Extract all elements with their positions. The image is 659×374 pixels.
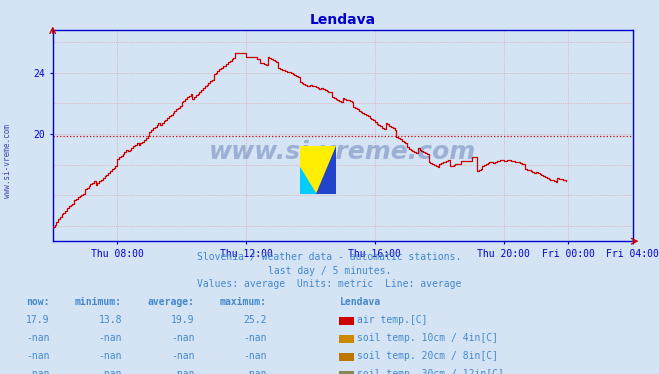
Text: -nan: -nan [171, 369, 194, 374]
Text: 19.9: 19.9 [171, 315, 194, 325]
Text: soil temp. 20cm / 8in[C]: soil temp. 20cm / 8in[C] [357, 351, 498, 361]
Text: -nan: -nan [171, 333, 194, 343]
Text: -nan: -nan [26, 333, 49, 343]
Text: Slovenia / weather data - automatic stations.: Slovenia / weather data - automatic stat… [197, 252, 462, 262]
Text: -nan: -nan [98, 333, 122, 343]
Text: average:: average: [148, 297, 194, 307]
Title: Lendava: Lendava [310, 13, 376, 27]
Text: -nan: -nan [26, 351, 49, 361]
Text: now:: now: [26, 297, 49, 307]
Polygon shape [300, 168, 316, 194]
Text: -nan: -nan [243, 333, 267, 343]
Text: last day / 5 minutes.: last day / 5 minutes. [268, 266, 391, 276]
Polygon shape [300, 146, 336, 194]
Text: air temp.[C]: air temp.[C] [357, 315, 428, 325]
Text: www.si-vreme.com: www.si-vreme.com [3, 124, 13, 198]
Text: 17.9: 17.9 [26, 315, 49, 325]
Text: Values: average  Units: metric  Line: average: Values: average Units: metric Line: aver… [197, 279, 462, 289]
Text: minimum:: minimum: [75, 297, 122, 307]
Text: 25.2: 25.2 [243, 315, 267, 325]
Text: -nan: -nan [98, 369, 122, 374]
Text: -nan: -nan [171, 351, 194, 361]
Text: -nan: -nan [26, 369, 49, 374]
Text: www.si-vreme.com: www.si-vreme.com [209, 141, 476, 165]
Text: soil temp. 10cm / 4in[C]: soil temp. 10cm / 4in[C] [357, 333, 498, 343]
Text: -nan: -nan [243, 369, 267, 374]
Polygon shape [316, 146, 336, 194]
Text: -nan: -nan [243, 351, 267, 361]
Text: 13.8: 13.8 [98, 315, 122, 325]
Text: -nan: -nan [98, 351, 122, 361]
Text: Lendava: Lendava [339, 297, 380, 307]
Text: maximum:: maximum: [220, 297, 267, 307]
Text: soil temp. 30cm / 12in[C]: soil temp. 30cm / 12in[C] [357, 369, 504, 374]
